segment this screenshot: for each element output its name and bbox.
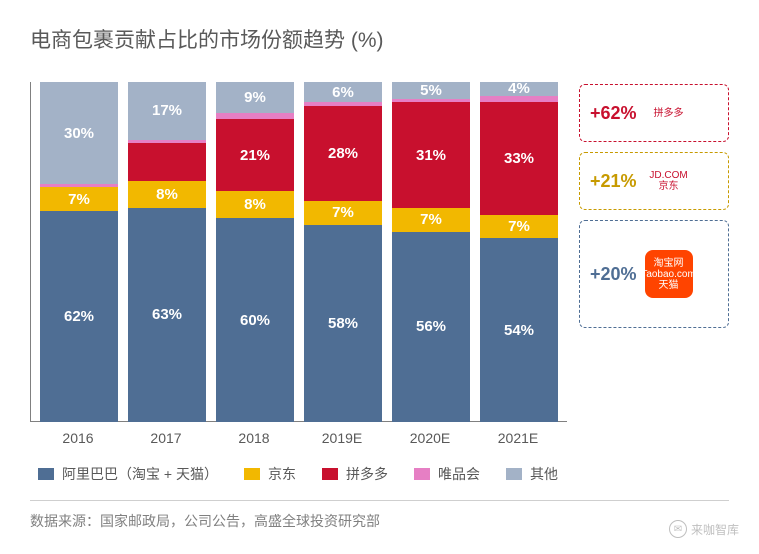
- callout-value: +21%: [590, 171, 637, 192]
- bar-segment-vip: [392, 99, 470, 102]
- bar-segment-vip: [304, 102, 382, 105]
- brand-logo-label: 拼多多: [654, 108, 684, 119]
- x-axis-label: 2017: [122, 430, 210, 446]
- legend: 阿里巴巴（淘宝 + 天猫） 京东 拼多多 唯品会 其他: [30, 464, 567, 484]
- callout-box: +20%淘宝网 Taobao.com 天猫: [579, 220, 729, 328]
- bar-segment-pdd: 33%: [480, 102, 558, 214]
- callouts: +62%拼多多+21%JD.COM 京东+20%淘宝网 Taobao.com 天…: [579, 84, 729, 328]
- chart-title: 电商包裹贡献占比的市场份额趋势 (%): [30, 24, 729, 54]
- bar-column: 56%7%31% 5%: [392, 82, 470, 422]
- bar-segment-other: 17%: [128, 82, 206, 140]
- x-axis-label: 2016: [34, 430, 122, 446]
- bar-segment-other: 9%: [216, 82, 294, 113]
- bar-segment-alibaba: 54%: [480, 238, 558, 422]
- x-axis-labels: 2016201720182019E2020E2021E: [30, 430, 567, 446]
- bar-segment-alibaba: 62%: [40, 211, 118, 422]
- legend-label: 京东: [268, 464, 296, 484]
- legend-item: 其他: [506, 464, 558, 484]
- bar-segment-jd: 7%: [480, 215, 558, 239]
- chart-row: 62%7%30%63%8%17%60%8%21%9%58%7%28%6%56%7…: [30, 82, 729, 484]
- bar-segment-pdd: 31%: [392, 102, 470, 207]
- bar-segment-pdd: 21%: [216, 119, 294, 190]
- callout-value: +62%: [590, 103, 637, 124]
- legend-item: 京东: [244, 464, 296, 484]
- bar-segment-jd: 7%: [40, 187, 118, 211]
- bar-segment-other: 4%: [480, 82, 558, 96]
- watermark-text: 来咖智库: [691, 521, 739, 538]
- brand-logo-label: 淘宝网 Taobao.com 天猫: [641, 258, 695, 291]
- bar-segment-vip: [128, 140, 206, 143]
- x-axis-label: 2020E: [386, 430, 474, 446]
- bar-segment-pdd: [128, 143, 206, 180]
- source-text: 数据来源：国家邮政局，公司公告，高盛全球投资研究部: [30, 511, 729, 531]
- bar-segment-alibaba: 56%: [392, 232, 470, 422]
- bar-segment-jd: 7%: [304, 201, 382, 225]
- bar-segment-vip: [216, 113, 294, 120]
- legend-swatch: [38, 468, 54, 480]
- x-axis-label: 2018: [210, 430, 298, 446]
- legend-label: 其他: [530, 464, 558, 484]
- bar-segment-jd: 8%: [216, 191, 294, 218]
- legend-swatch: [506, 468, 522, 480]
- legend-item: 唯品会: [414, 464, 480, 484]
- legend-item: 阿里巴巴（淘宝 + 天猫）: [38, 464, 218, 484]
- bar-segment-alibaba: 63%: [128, 208, 206, 422]
- legend-swatch: [244, 468, 260, 480]
- callout-value: +20%: [590, 264, 637, 285]
- watermark: ✉ 来咖智库: [669, 520, 739, 538]
- callout-box: +62% 拼多多: [579, 84, 729, 142]
- chart-area: 62%7%30%63%8%17%60%8%21%9%58%7%28%6%56%7…: [30, 82, 567, 484]
- bar-segment-jd: 7%: [392, 208, 470, 232]
- bar-column: 58%7%28% 6%: [304, 82, 382, 422]
- legend-label: 阿里巴巴（淘宝 + 天猫）: [62, 464, 218, 484]
- brand-logo-label: JD.COM 京东: [645, 170, 693, 192]
- brand-logo-icon: 淘宝网 Taobao.com 天猫: [645, 250, 693, 298]
- brand-logo-icon: 拼多多: [645, 89, 693, 137]
- divider: [30, 500, 729, 501]
- wechat-icon: ✉: [669, 520, 687, 538]
- legend-swatch: [414, 468, 430, 480]
- brand-logo-icon: JD.COM 京东: [645, 157, 693, 205]
- bar-segment-other: 6%: [304, 82, 382, 102]
- bar-column: 62%7% 30%: [40, 82, 118, 422]
- bar-column: 54%7%33% 4%: [480, 82, 558, 422]
- bar-segment-other: 30%: [40, 82, 118, 184]
- legend-label: 拼多多: [346, 464, 388, 484]
- callout-box: +21% JD.COM 京东: [579, 152, 729, 210]
- bar-segment-alibaba: 58%: [304, 225, 382, 422]
- bar-segment-vip: [40, 184, 118, 187]
- bar-column: 60%8%21% 9%: [216, 82, 294, 422]
- legend-item: 拼多多: [322, 464, 388, 484]
- bar-segment-other: 5%: [392, 82, 470, 99]
- chart-container: 电商包裹贡献占比的市场份额趋势 (%) 62%7%30%63%8%17%60%8…: [0, 0, 759, 554]
- bar-column: 63%8% 17%: [128, 82, 206, 422]
- bars-wrap: 62%7%30%63%8%17%60%8%21%9%58%7%28%6%56%7…: [30, 82, 567, 422]
- bar-segment-jd: 8%: [128, 181, 206, 208]
- legend-label: 唯品会: [438, 464, 480, 484]
- bar-segment-pdd: 28%: [304, 106, 382, 201]
- x-axis-label: 2021E: [474, 430, 562, 446]
- legend-swatch: [322, 468, 338, 480]
- bar-segment-alibaba: 60%: [216, 218, 294, 422]
- x-axis-label: 2019E: [298, 430, 386, 446]
